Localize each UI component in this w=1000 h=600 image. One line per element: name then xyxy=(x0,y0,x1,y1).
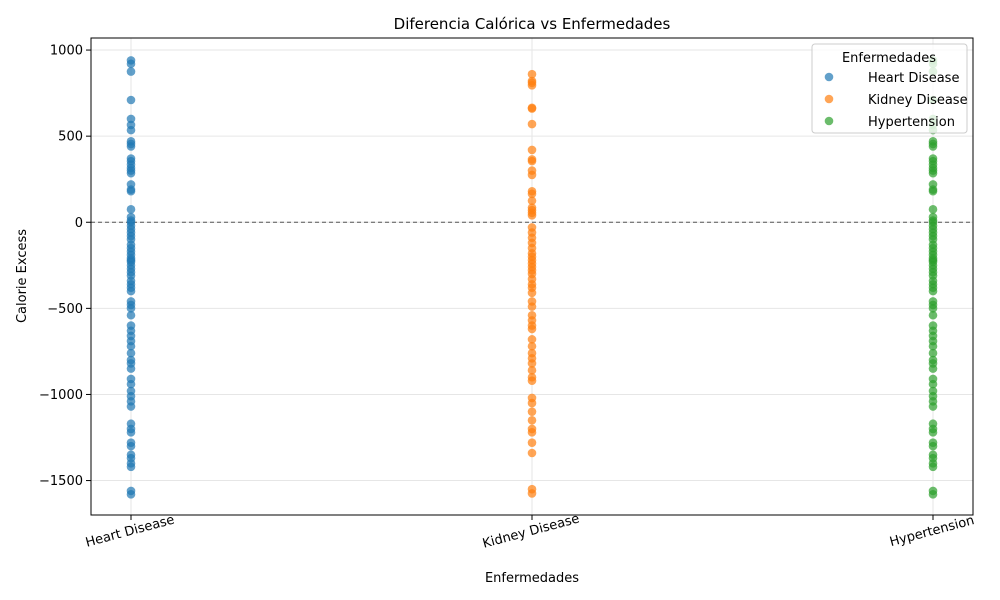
data-point xyxy=(527,376,537,385)
data-point xyxy=(527,359,537,368)
data-point xyxy=(928,341,938,351)
data-point xyxy=(126,125,136,135)
data-point xyxy=(527,448,537,458)
data-point xyxy=(527,428,537,437)
data-point xyxy=(928,286,938,296)
data-point xyxy=(928,364,938,373)
data-point xyxy=(527,145,537,155)
data-point xyxy=(126,364,136,373)
data-point xyxy=(527,81,537,90)
data-point xyxy=(126,67,136,76)
data-point xyxy=(126,168,136,178)
legend-marker xyxy=(824,72,834,82)
data-point xyxy=(527,302,537,311)
data-point xyxy=(126,462,136,472)
data-point xyxy=(527,189,537,199)
data-point xyxy=(527,69,537,79)
y-tick-label: −1500 xyxy=(39,474,83,489)
legend-label: Heart Disease xyxy=(868,71,959,86)
y-tick-label: −1000 xyxy=(39,388,83,403)
data-point xyxy=(928,168,938,178)
data-point xyxy=(928,402,938,411)
data-point xyxy=(126,95,136,105)
data-point xyxy=(527,489,537,498)
data-point xyxy=(126,348,136,358)
data-point xyxy=(928,348,938,358)
data-point xyxy=(527,341,537,351)
data-point xyxy=(126,441,136,451)
data-point xyxy=(126,379,136,389)
data-point xyxy=(126,205,136,214)
legend-marker xyxy=(824,94,834,104)
data-point xyxy=(928,142,938,151)
x-axis-label: Enfermedades xyxy=(485,571,579,586)
data-point xyxy=(126,142,136,151)
legend-marker xyxy=(824,116,834,126)
data-point xyxy=(928,310,938,320)
data-point xyxy=(527,104,537,113)
y-axis: −1500 −1000 −500 0 500 1000 xyxy=(39,44,91,489)
data-point xyxy=(527,398,537,408)
data-point xyxy=(928,428,938,437)
data-point xyxy=(126,114,136,124)
y-axis-label: Calorie Excess xyxy=(15,229,30,323)
data-point xyxy=(527,324,537,334)
data-point xyxy=(126,428,136,437)
data-point xyxy=(928,490,938,499)
data-point xyxy=(527,196,537,206)
data-point xyxy=(527,119,537,129)
y-tick-label: 0 xyxy=(75,216,83,231)
data-point xyxy=(527,156,537,166)
data-point xyxy=(527,288,537,298)
data-point xyxy=(928,205,938,214)
data-point xyxy=(928,186,938,196)
data-point xyxy=(126,490,136,499)
legend-title: Enfermedades xyxy=(842,51,936,66)
data-point xyxy=(126,304,136,313)
legend-box xyxy=(811,43,968,134)
data-point xyxy=(527,211,537,220)
data-point xyxy=(126,310,136,320)
y-tick-label: 500 xyxy=(58,130,83,145)
data-point xyxy=(928,441,938,451)
data-point xyxy=(126,286,136,296)
data-point xyxy=(928,304,938,313)
data-point xyxy=(928,462,938,472)
legend-label: Kidney Disease xyxy=(868,93,968,108)
data-point xyxy=(126,341,136,351)
data-point xyxy=(527,335,537,344)
data-point xyxy=(527,438,537,447)
chart-title: Diferencia Calórica vs Enfermedades xyxy=(394,15,671,33)
points-layer xyxy=(126,56,938,499)
legend-label: Hypertension xyxy=(868,115,955,130)
legend: Enfermedades Heart Disease Kidney Disease… xyxy=(811,43,968,134)
data-point xyxy=(126,186,136,196)
data-point xyxy=(527,415,537,425)
data-point xyxy=(527,170,537,180)
data-point xyxy=(126,402,136,411)
y-tick-label: 1000 xyxy=(50,44,83,59)
y-tick-label: −500 xyxy=(47,302,83,317)
data-point xyxy=(126,59,136,69)
data-point xyxy=(928,379,938,389)
data-point xyxy=(527,407,537,416)
data-point xyxy=(527,366,537,375)
